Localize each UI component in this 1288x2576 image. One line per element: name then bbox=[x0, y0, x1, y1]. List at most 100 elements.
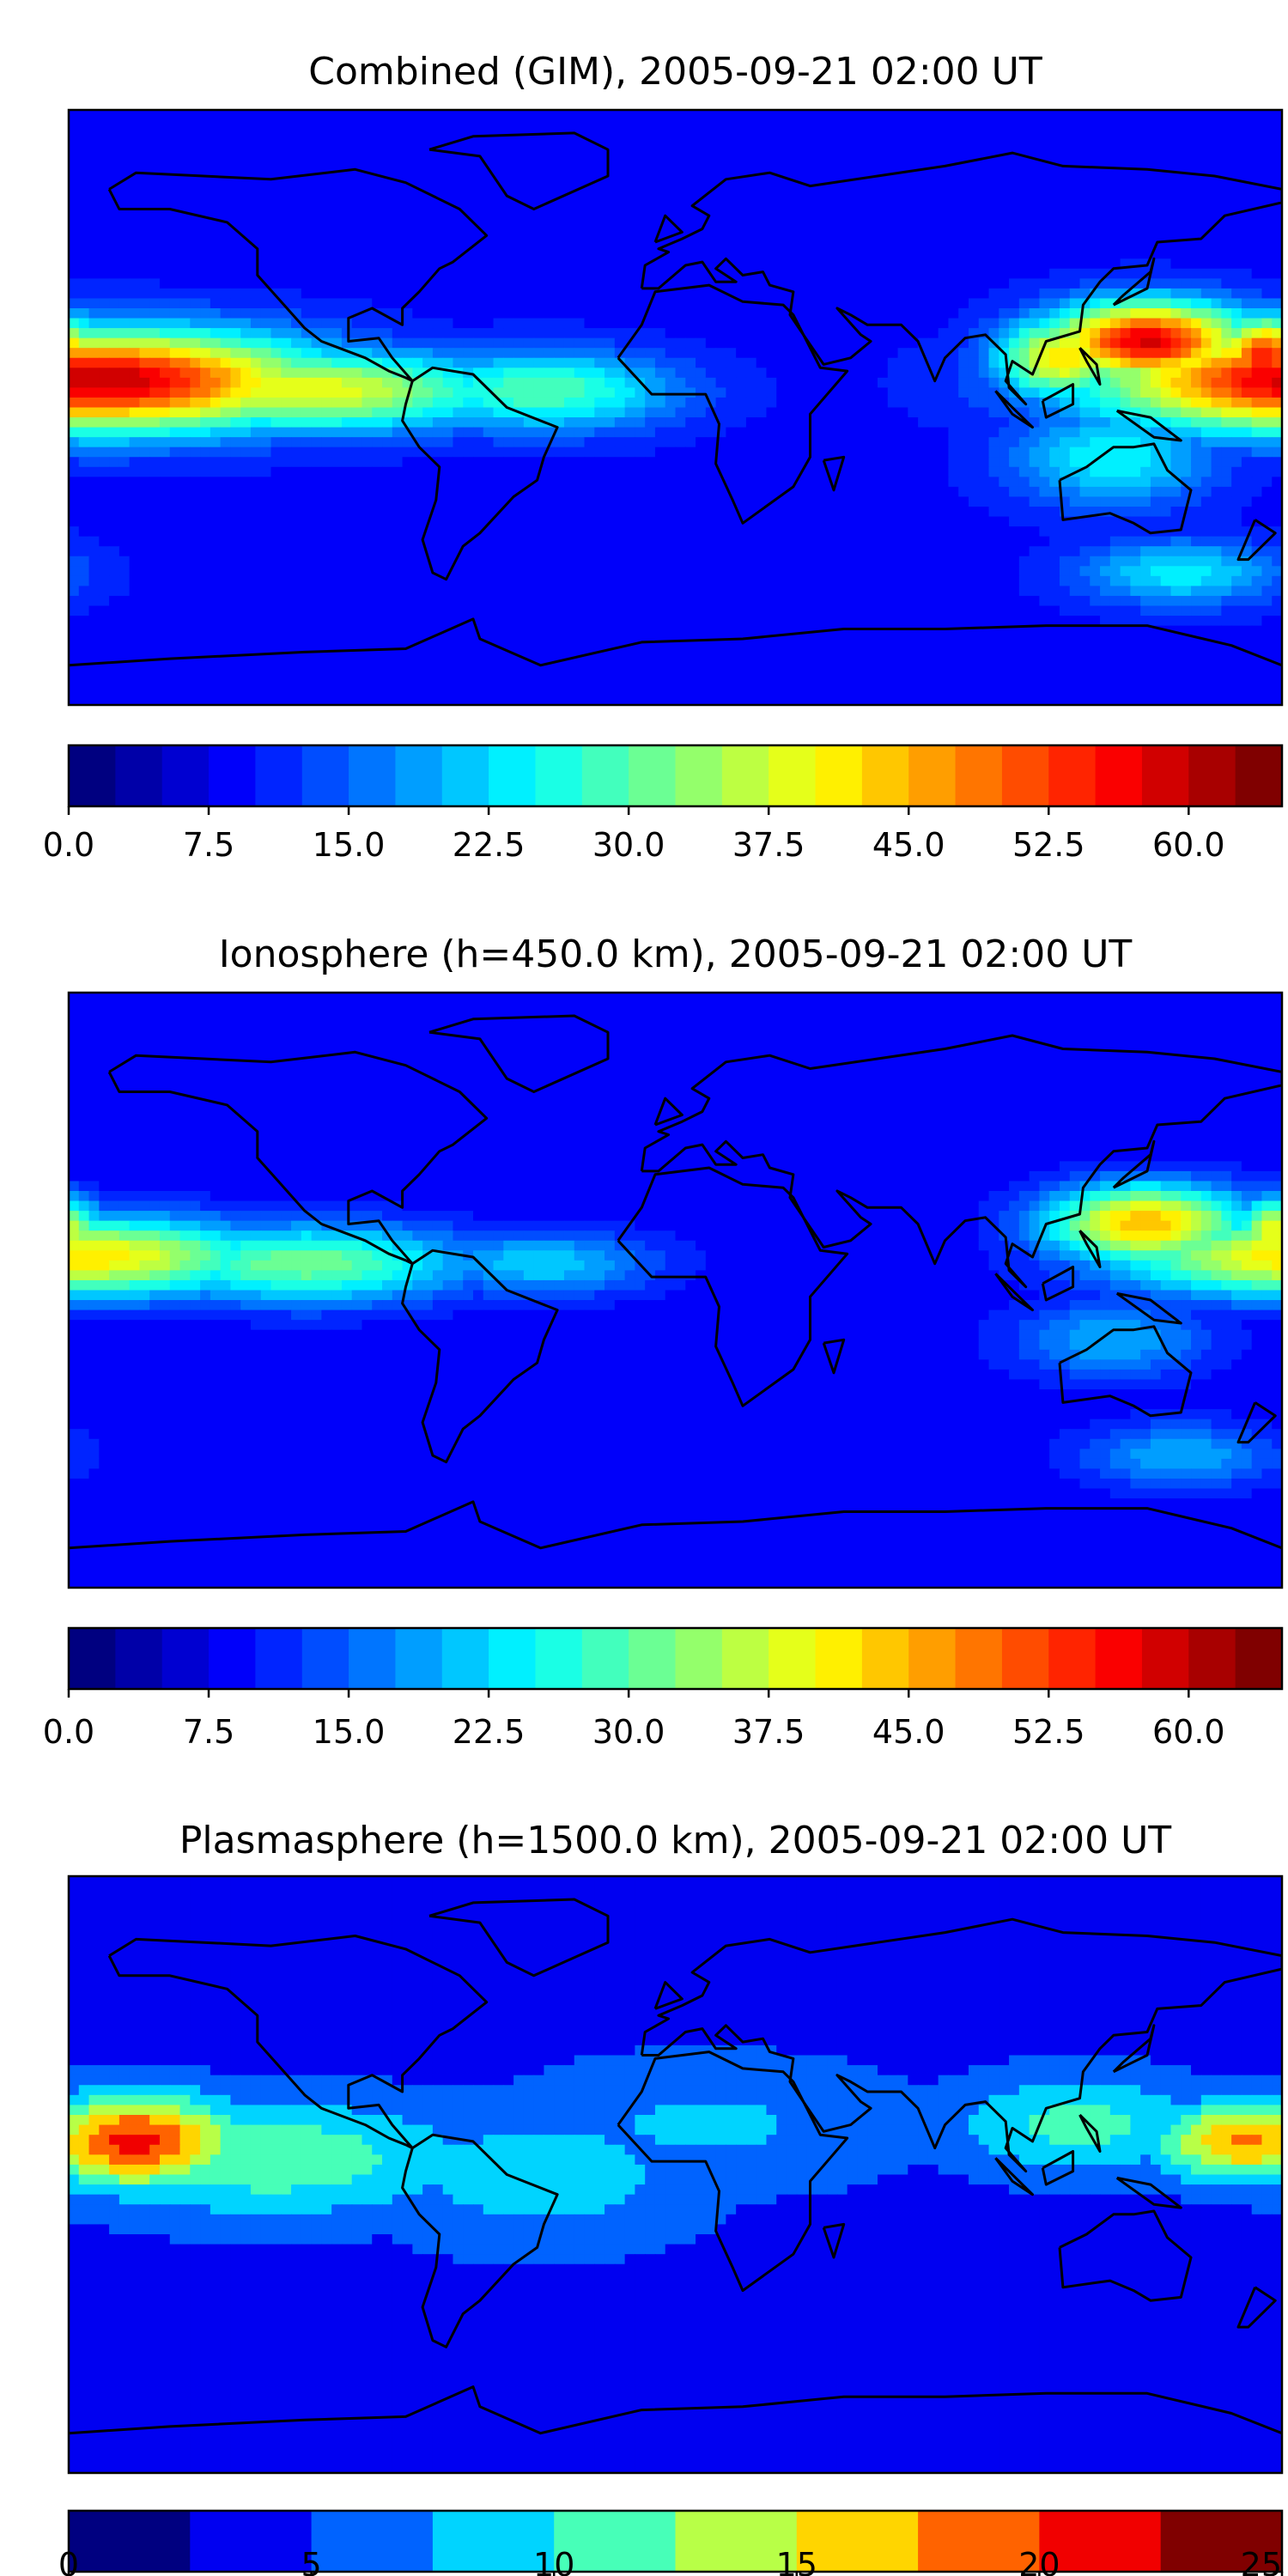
colorbar-tick-label: 5 bbox=[301, 2546, 322, 2576]
coastline bbox=[401, 1249, 559, 1464]
colorbar-band bbox=[301, 745, 349, 806]
coastline bbox=[617, 2050, 849, 2293]
colorbar-band bbox=[395, 745, 443, 806]
colorbar-band bbox=[1141, 745, 1189, 806]
colorbar-tick-label: 22.5 bbox=[453, 826, 526, 864]
plasmasphere-panel: Plasmasphere (h=1500.0 km), 2005-09-21 0… bbox=[58, 1819, 1284, 2576]
coastline bbox=[1041, 1266, 1075, 1302]
colorbar-tick-label: 15.0 bbox=[313, 826, 386, 864]
coastline bbox=[617, 1166, 849, 1407]
colorbar-tick-label: 30.0 bbox=[592, 1713, 665, 1751]
colorbar-band bbox=[489, 1628, 537, 1689]
coastline bbox=[1078, 347, 1102, 386]
coastline bbox=[401, 2133, 559, 2348]
coastline bbox=[994, 1273, 1034, 1312]
colorbar-band bbox=[1235, 1628, 1283, 1689]
coastline bbox=[1058, 2209, 1193, 2302]
colorbar-tick-label: 22.5 bbox=[453, 1713, 526, 1751]
colorbar-band bbox=[69, 2511, 191, 2572]
coastline bbox=[653, 214, 683, 244]
colorbar-band bbox=[349, 1628, 397, 1689]
map-field bbox=[69, 993, 1282, 1588]
colorbar-band bbox=[908, 1628, 957, 1689]
map-field bbox=[69, 1876, 1282, 2473]
colorbar-band bbox=[489, 745, 537, 806]
ionosphere-panel: Ionosphere (h=450.0 km), 2005-09-21 02:0… bbox=[43, 933, 1284, 1751]
coastline bbox=[428, 1898, 610, 1978]
coastline bbox=[69, 617, 1282, 667]
colorbar-tick-label: 45.0 bbox=[872, 1713, 945, 1751]
colorbar-band bbox=[115, 1628, 163, 1689]
colorbar-band bbox=[721, 745, 769, 806]
colorbar-band bbox=[1095, 1628, 1143, 1689]
colorbar-band bbox=[955, 1628, 1003, 1689]
colorbar-band bbox=[432, 2511, 555, 2572]
coastline bbox=[1058, 442, 1193, 535]
colorbar-band bbox=[815, 745, 863, 806]
coastline bbox=[1112, 2024, 1156, 2074]
colorbar-band bbox=[190, 2511, 313, 2572]
colorbar-band bbox=[581, 1628, 629, 1689]
colorbar-tick-label: 30.0 bbox=[592, 826, 665, 864]
colorbar-band bbox=[115, 745, 163, 806]
colorbar-band bbox=[1235, 745, 1283, 806]
colorbar-band bbox=[349, 745, 397, 806]
coastline bbox=[1041, 2150, 1075, 2186]
colorbar-band bbox=[1048, 745, 1097, 806]
coastline bbox=[640, 1034, 1282, 1289]
colorbar-tick-label: 7.5 bbox=[183, 826, 234, 864]
colorbar-band bbox=[1001, 745, 1049, 806]
coastline bbox=[1236, 1401, 1277, 1444]
colorbar-tick-label: 0 bbox=[58, 2546, 79, 2576]
coastline bbox=[401, 366, 559, 581]
coastline bbox=[640, 1917, 1282, 2173]
coastline bbox=[822, 1338, 846, 1375]
colorbar-band bbox=[441, 1628, 489, 1689]
map-frame bbox=[67, 1874, 1284, 2475]
coastline bbox=[107, 1050, 489, 1266]
colorbar-band bbox=[161, 745, 210, 806]
coastline bbox=[640, 151, 1282, 406]
colorbar-tick-label: 45.0 bbox=[872, 826, 945, 864]
colorbar-tick-label: 52.5 bbox=[1012, 1713, 1085, 1751]
colorbar-band bbox=[769, 1628, 817, 1689]
coastline bbox=[1058, 1325, 1193, 1418]
combined-panel: Combined (GIM), 2005-09-21 02:00 UT 0.0 7.… bbox=[43, 50, 1284, 864]
colorbar-band bbox=[1188, 745, 1236, 806]
colorbar-band bbox=[209, 745, 256, 806]
colorbar-band bbox=[554, 2511, 677, 2572]
colorbar-band bbox=[1001, 1628, 1049, 1689]
coastline bbox=[1078, 2113, 1102, 2153]
coastline bbox=[1041, 383, 1075, 419]
colorbar-band bbox=[1141, 1628, 1189, 1689]
coastline bbox=[107, 167, 489, 383]
colorbar-frame bbox=[67, 1626, 1284, 1691]
colorbar-band bbox=[908, 745, 957, 806]
coastline bbox=[822, 455, 846, 492]
colorbar-band bbox=[1048, 1628, 1097, 1689]
colorbar-band bbox=[675, 2511, 798, 2572]
colorbar-tick-label: 15 bbox=[776, 2546, 817, 2576]
coastline bbox=[1115, 2176, 1182, 2209]
colorbar-band bbox=[255, 745, 303, 806]
colorbar-band bbox=[918, 2511, 1040, 2572]
colorbar-band bbox=[255, 1628, 303, 1689]
colorbar-band bbox=[301, 1628, 349, 1689]
coastline bbox=[428, 1014, 610, 1093]
colorbar-tick-label: 25 bbox=[1241, 2546, 1282, 2576]
colorbar-band bbox=[769, 745, 817, 806]
coastline bbox=[1236, 2286, 1277, 2329]
colorbar-band bbox=[1188, 1628, 1236, 1689]
coastline bbox=[653, 1097, 683, 1127]
colorbar-tick-label: 10 bbox=[533, 2546, 574, 2576]
colorbar-band bbox=[581, 745, 629, 806]
map-frame bbox=[67, 108, 1284, 707]
colorbar-band bbox=[955, 745, 1003, 806]
colorbar-band bbox=[69, 745, 116, 806]
coastline bbox=[1112, 257, 1156, 307]
coastline bbox=[69, 1500, 1282, 1550]
colorbar-tick-label: 20 bbox=[1018, 2546, 1060, 2576]
colorbar-band bbox=[629, 1628, 677, 1689]
coastline bbox=[994, 2157, 1034, 2196]
colorbar-band bbox=[861, 745, 909, 806]
